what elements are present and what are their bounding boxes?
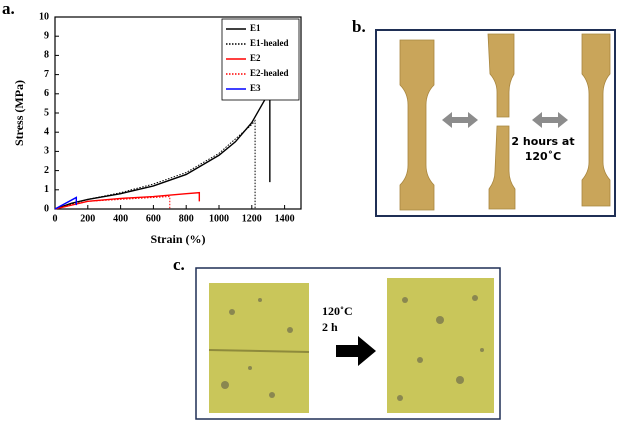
y-tick-label: 3 — [44, 146, 49, 157]
y-tick-label: 6 — [44, 88, 49, 99]
y-tick-label: 7 — [44, 69, 49, 80]
y-tick-label: 10 — [39, 11, 49, 22]
legend-label: E2-healed — [250, 68, 289, 78]
panel-label: a. — [2, 0, 15, 18]
y-tick-label: 9 — [44, 30, 49, 41]
series-line — [54, 119, 256, 210]
double-arrow — [442, 112, 568, 128]
x-tick-label: 1000 — [209, 213, 229, 224]
x-axis-label: Strain (%) — [151, 232, 206, 246]
series-line — [54, 196, 78, 210]
legend-label: E1-healed — [250, 38, 289, 48]
series-line — [54, 89, 271, 210]
y-axis-label: Stress (MPa) — [12, 80, 26, 146]
series-line — [54, 195, 171, 210]
condition-text: 2 hours at — [511, 135, 574, 148]
y-tick-label: 5 — [44, 107, 49, 118]
x-tick-label: 200 — [80, 213, 95, 224]
x-tick-label: 1200 — [242, 213, 262, 224]
legend-label: E2 — [250, 53, 261, 63]
panel-label: b. — [352, 17, 366, 36]
particles — [221, 298, 293, 398]
micrograph — [209, 283, 309, 413]
y-tick-label: 4 — [44, 126, 49, 137]
particles — [397, 295, 484, 401]
scratch — [208, 349, 310, 353]
condition-text: 120˚C — [322, 304, 353, 318]
y-tick-label: 1 — [44, 184, 49, 195]
y-tick-label: 0 — [44, 203, 49, 214]
x-tick-label: 400 — [113, 213, 128, 224]
x-tick-label: 0 — [53, 213, 58, 224]
x-tick-label: 800 — [179, 213, 194, 224]
condition-text: 120˚C — [525, 150, 562, 163]
x-tick-label: 600 — [146, 213, 161, 224]
x-tick-label: 1400 — [275, 213, 295, 224]
specimens — [399, 33, 611, 211]
y-tick-label: 8 — [44, 50, 49, 61]
panel-label: c. — [173, 255, 185, 274]
legend-label: E3 — [250, 83, 261, 93]
chart: 0 1 2 3 4 5 6 7 8 9 10 0 200 400 600 800 1000 1200 1400 Str… — [12, 11, 302, 246]
condition-text: 2 h — [322, 320, 338, 334]
y-tick-label: 2 — [44, 165, 49, 176]
arrow — [336, 336, 376, 366]
legend-label: E1 — [250, 23, 261, 33]
